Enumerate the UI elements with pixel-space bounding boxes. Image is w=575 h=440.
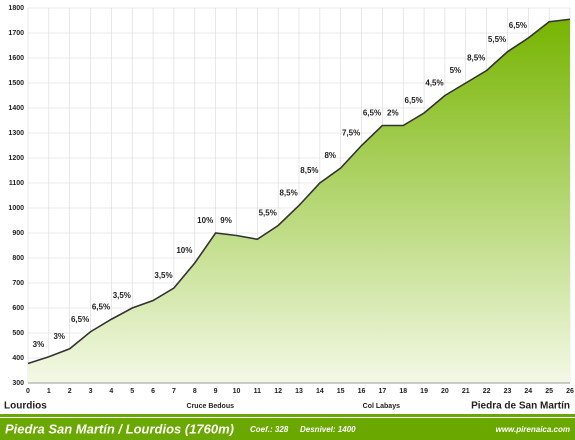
x-tick-label: 17 xyxy=(378,388,386,395)
y-tick-label: 1600 xyxy=(8,55,24,62)
source: www.pirenaica.com xyxy=(496,425,570,434)
y-tick-label: 500 xyxy=(12,330,24,337)
gradient-label: 3,5% xyxy=(113,291,131,300)
gradient-label: 8% xyxy=(324,151,336,160)
gradient-label: 7,5% xyxy=(342,129,360,138)
x-tick-label: 0 xyxy=(26,388,30,395)
x-tick-label: 24 xyxy=(524,388,532,395)
x-tick-label: 9 xyxy=(214,388,218,395)
y-tick-label: 700 xyxy=(12,280,24,287)
x-tick-label: 5 xyxy=(130,388,134,395)
y-tick-label: 1300 xyxy=(8,130,24,137)
y-tick-label: 1700 xyxy=(8,30,24,37)
landmark: Cruce Bedous xyxy=(187,403,235,410)
x-tick-label: 10 xyxy=(233,388,241,395)
x-tick-label: 14 xyxy=(316,388,324,395)
gradient-label: 10% xyxy=(197,216,213,225)
gradient-label: 4,5% xyxy=(425,79,443,88)
gradient-label: 6,5% xyxy=(363,109,381,118)
gradient-label: 8,5% xyxy=(467,54,485,63)
x-tick-label: 2 xyxy=(68,388,72,395)
x-tick-label: 6 xyxy=(151,388,155,395)
gradient-label: 8,5% xyxy=(300,166,318,175)
x-tick-label: 23 xyxy=(504,388,512,395)
gradient-label: 2% xyxy=(387,109,399,118)
x-tick-label: 1 xyxy=(47,388,51,395)
gradient-label: 8,5% xyxy=(279,189,297,198)
gradient-label: 5% xyxy=(450,66,462,75)
area xyxy=(28,19,570,383)
plot: 3004005006007008009001000110012001300140… xyxy=(8,5,574,395)
y-tick-label: 1500 xyxy=(8,80,24,87)
x-tick-label: 4 xyxy=(109,388,113,395)
gradient-label: 3% xyxy=(33,340,45,349)
y-tick-label: 1000 xyxy=(8,205,24,212)
landmark: Piedra de San Martín xyxy=(471,401,570,412)
y-tick-label: 900 xyxy=(12,230,24,237)
desnivel: Desnivel: 1400 xyxy=(300,425,356,434)
gradient-label: 5,5% xyxy=(259,209,277,218)
y-tick-label: 400 xyxy=(12,355,24,362)
y-tick-label: 1100 xyxy=(9,180,24,187)
gradient-label: 3,5% xyxy=(154,271,172,280)
line xyxy=(27,18,571,365)
y-tick-label: 1800 xyxy=(8,5,24,12)
gradient-label: 6,5% xyxy=(509,21,527,30)
footer xyxy=(0,418,575,440)
gradient-label: 3% xyxy=(53,332,65,341)
x-tick-label: 25 xyxy=(545,388,553,395)
y-tick-label: 300 xyxy=(12,380,24,387)
gradient-label: 6,5% xyxy=(405,96,423,105)
x-tick-label: 26 xyxy=(566,388,574,395)
landmark-rule xyxy=(0,414,575,417)
x-tick-label: 15 xyxy=(337,388,345,395)
x-tick-label: 16 xyxy=(358,388,366,395)
y-tick-label: 600 xyxy=(12,305,24,312)
coef: Coef.: 328 xyxy=(250,425,289,434)
landmark-band xyxy=(0,398,575,418)
landmark: Lourdios xyxy=(4,401,47,412)
x-tick-label: 12 xyxy=(274,388,282,395)
x-tick-label: 18 xyxy=(399,388,407,395)
y-tick-label: 1200 xyxy=(8,155,24,162)
gradient-label: 9% xyxy=(220,216,232,225)
x-tick-label: 11 xyxy=(254,388,262,395)
x-tick-label: 7 xyxy=(172,388,176,395)
x-tick-label: 20 xyxy=(441,388,449,395)
gradient-label: 6,5% xyxy=(71,315,89,324)
x-tick-label: 8 xyxy=(193,388,197,395)
x-tick-label: 21 xyxy=(462,388,470,395)
y-tick-label: 800 xyxy=(12,255,24,262)
footer-title: Piedra San Martín / Lourdios (1760m) xyxy=(5,421,234,436)
x-tick-label: 22 xyxy=(483,388,491,395)
x-tick-label: 3 xyxy=(89,388,93,395)
x-tick-label: 19 xyxy=(420,388,428,395)
gradient-label: 10% xyxy=(176,246,192,255)
x-tick-label: 13 xyxy=(295,388,303,395)
landmark: Col Labays xyxy=(363,403,400,410)
gradient-label: 5,5% xyxy=(488,35,506,44)
gradient-label: 6,5% xyxy=(92,302,110,311)
y-tick-label: 1400 xyxy=(8,105,24,112)
